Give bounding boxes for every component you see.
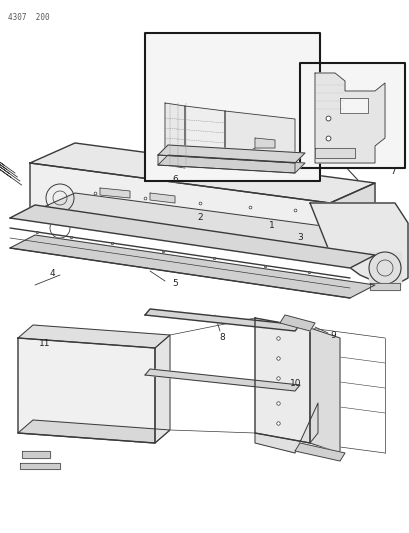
- Polygon shape: [30, 163, 329, 253]
- Polygon shape: [155, 335, 170, 443]
- Text: 5: 5: [172, 279, 178, 287]
- Polygon shape: [225, 111, 294, 168]
- Polygon shape: [314, 148, 354, 158]
- Polygon shape: [254, 403, 317, 453]
- Text: 3: 3: [297, 233, 302, 243]
- Text: 11: 11: [38, 338, 50, 348]
- Polygon shape: [18, 325, 170, 348]
- Text: 6: 6: [172, 175, 178, 184]
- Polygon shape: [279, 315, 314, 331]
- Text: 7: 7: [389, 167, 395, 176]
- Polygon shape: [145, 33, 319, 181]
- Polygon shape: [339, 98, 367, 113]
- Polygon shape: [329, 183, 374, 253]
- Text: 4307  200: 4307 200: [8, 13, 49, 22]
- Polygon shape: [299, 63, 404, 168]
- Polygon shape: [18, 338, 155, 443]
- Polygon shape: [184, 106, 225, 168]
- Polygon shape: [309, 328, 339, 453]
- Polygon shape: [294, 443, 344, 461]
- Polygon shape: [30, 193, 374, 253]
- Polygon shape: [254, 138, 274, 148]
- Text: 8: 8: [218, 333, 224, 342]
- Polygon shape: [314, 73, 384, 163]
- Text: 1: 1: [268, 221, 274, 230]
- Polygon shape: [164, 103, 184, 168]
- Polygon shape: [368, 252, 400, 284]
- Text: 2: 2: [197, 213, 202, 222]
- Polygon shape: [20, 463, 60, 469]
- Polygon shape: [150, 193, 175, 203]
- Polygon shape: [10, 205, 374, 268]
- Polygon shape: [22, 451, 50, 458]
- Polygon shape: [30, 143, 374, 203]
- Polygon shape: [157, 145, 304, 163]
- Polygon shape: [254, 318, 309, 443]
- Polygon shape: [157, 155, 304, 173]
- Polygon shape: [100, 188, 130, 198]
- Polygon shape: [145, 369, 299, 391]
- Text: 10: 10: [289, 378, 301, 387]
- Polygon shape: [309, 203, 407, 288]
- Polygon shape: [369, 283, 399, 290]
- Text: 4: 4: [49, 269, 55, 278]
- Polygon shape: [145, 309, 299, 331]
- Polygon shape: [157, 155, 294, 173]
- Polygon shape: [10, 235, 374, 298]
- Polygon shape: [18, 420, 170, 443]
- Text: 9: 9: [329, 330, 335, 340]
